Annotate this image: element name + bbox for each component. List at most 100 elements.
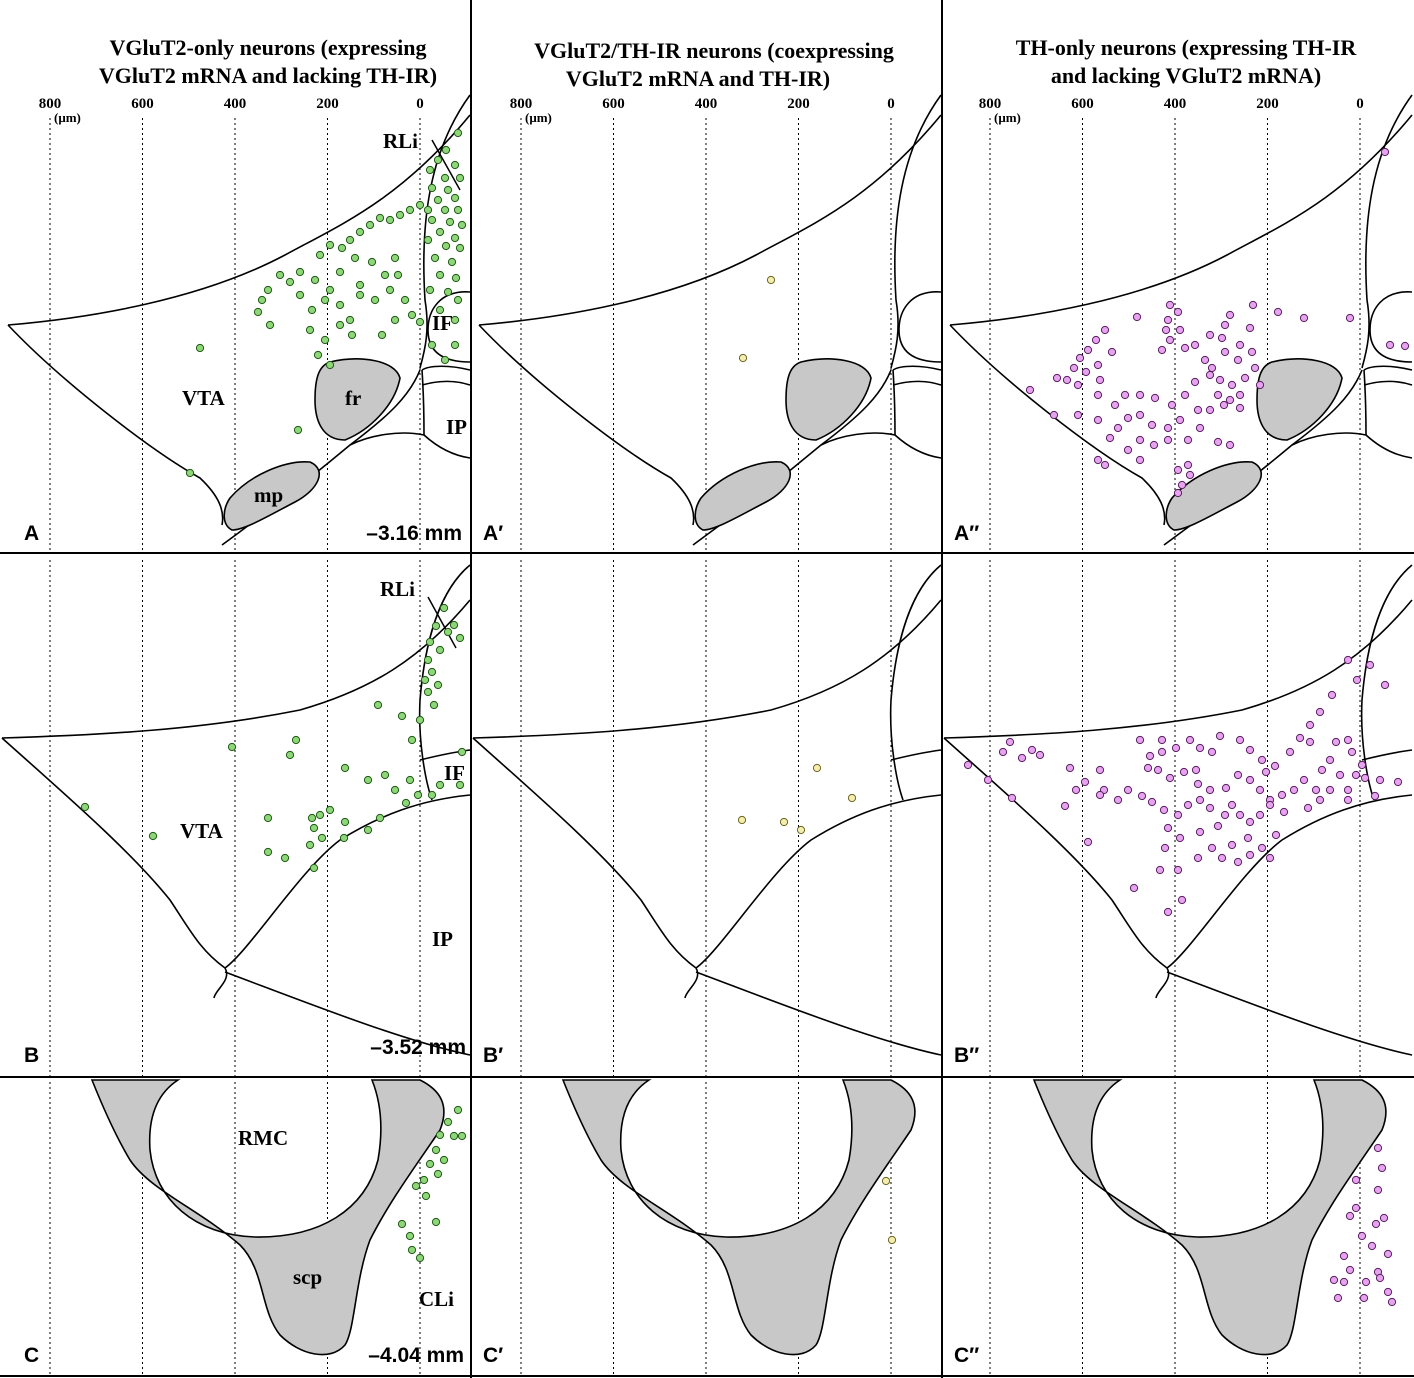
th-only-cell (1261, 767, 1271, 777)
th-only-cell (1248, 300, 1258, 310)
th-only-cell (1221, 783, 1231, 793)
vglut2-only-cell (440, 173, 450, 183)
vglut2-only-cell (335, 320, 345, 330)
vglut2-only-cell (390, 315, 400, 325)
th-only-cell (1193, 853, 1203, 863)
th-only-cell (1227, 840, 1237, 850)
unit-label: (μm) (994, 110, 1021, 125)
vglut2-only-cell (423, 655, 433, 665)
th-only-cell (1135, 435, 1145, 445)
th-only-cell (998, 747, 1008, 757)
vglut2-only-cell (295, 290, 305, 300)
vglut2-only-cell (365, 220, 375, 230)
th-only-cell (1271, 830, 1281, 840)
vglut2-only-cell (457, 220, 467, 230)
panel-label-a: A (24, 522, 39, 545)
vglut2-only-cell (427, 340, 437, 350)
th-only-cell (1157, 735, 1167, 745)
th-only-cell (1255, 380, 1265, 390)
th-only-cell (1327, 690, 1337, 700)
th-only-cell (1305, 720, 1315, 730)
th-only-cell (1383, 1287, 1393, 1297)
vglut2-only-cell (435, 270, 445, 280)
th-only-cell (1373, 1143, 1383, 1153)
th-only-cell (1180, 343, 1190, 353)
vglut2-only-cell (195, 343, 205, 353)
th-only-cell (1093, 415, 1103, 425)
vglut2-only-cell (450, 340, 460, 350)
vglut2-only-cell (431, 1217, 441, 1227)
th-only-cell (1195, 743, 1205, 753)
th-only-cell (1180, 390, 1190, 400)
vglut2-only-cell (310, 275, 320, 285)
th-only-cell (1135, 390, 1145, 400)
th-only-cell (1375, 1273, 1385, 1283)
th-only-cell (1123, 785, 1133, 795)
th-only-cell (1317, 765, 1327, 775)
vglut2-only-cell (435, 780, 445, 790)
vglut2-only-cell (405, 1231, 415, 1241)
th-only-cell (1205, 330, 1215, 340)
vglut2-only-cell (430, 253, 440, 263)
th-only-cell (1175, 833, 1185, 843)
th-only-cell (1173, 810, 1183, 820)
region-label-if-b: IF (444, 761, 465, 785)
column-title-3-line1: TH-only neurons (expressing TH-IR (1016, 35, 1358, 60)
th-only-cell (1245, 850, 1255, 860)
vglut2-only-cell (425, 165, 435, 175)
vglut2-only-cell (265, 320, 275, 330)
vglut2-only-cell (435, 305, 445, 315)
th-only-cell (1303, 803, 1313, 813)
region-label-rli-b: RLi (380, 577, 415, 601)
vglut2-only-cell (337, 243, 347, 253)
th-only-cell (1083, 345, 1093, 355)
th-only-cell (1383, 1249, 1393, 1259)
th-only-cell (1093, 390, 1103, 400)
tick-label: 400 (695, 96, 718, 112)
th-only-cell (1049, 410, 1059, 420)
th-only-cell (1129, 883, 1139, 893)
th-only-cell (1279, 807, 1289, 817)
vglut2-only-cell (457, 747, 467, 757)
th-only-cell (1235, 340, 1245, 350)
coexpressing-cell (796, 825, 806, 835)
vglut2-only-cell (363, 825, 373, 835)
th-only-cell (1183, 435, 1193, 445)
vglut2-only-cell (449, 620, 459, 630)
th-only-cell (1025, 385, 1035, 395)
vglut2-only-cell (320, 295, 330, 305)
region-label-rli: RLi (383, 129, 418, 153)
vglut2-only-cell (263, 847, 273, 857)
th-only-cell (1095, 765, 1105, 775)
th-only-cell (1163, 435, 1173, 445)
th-only-cell (1145, 751, 1155, 761)
vglut2-only-cell (441, 145, 451, 155)
column-title-1-line1: VGluT2-only neurons (expressing (109, 35, 426, 60)
vglut2-only-cell (443, 1117, 453, 1127)
th-only-cell (1233, 355, 1243, 365)
th-only-cell (1255, 810, 1265, 820)
th-only-cell (1193, 405, 1203, 415)
th-only-cell (1207, 747, 1217, 757)
th-only-cell (1380, 147, 1390, 157)
vglut2-only-cell (435, 1130, 445, 1140)
region-label-vta: VTA (182, 386, 226, 410)
vglut2-only-cell (347, 330, 357, 340)
vglut2-only-cell (380, 770, 390, 780)
vglut2-only-cell (455, 780, 465, 790)
th-only-cell (1339, 1277, 1349, 1287)
vglut2-only-cell (405, 775, 415, 785)
vglut2-only-cell (455, 633, 465, 643)
vglut2-only-cell (453, 205, 463, 215)
th-only-cell (1173, 488, 1183, 498)
th-only-cell (1183, 460, 1193, 470)
th-only-cell (1270, 761, 1280, 771)
th-only-cell (1357, 760, 1367, 770)
th-only-cell (1175, 325, 1185, 335)
th-only-cell (1183, 800, 1193, 810)
tick-label: 600 (1071, 96, 1094, 112)
vglut2-only-cell (433, 1169, 443, 1179)
vglut2-only-cell (340, 763, 350, 773)
vglut2-only-cell (377, 330, 387, 340)
th-only-cell (1171, 743, 1181, 753)
